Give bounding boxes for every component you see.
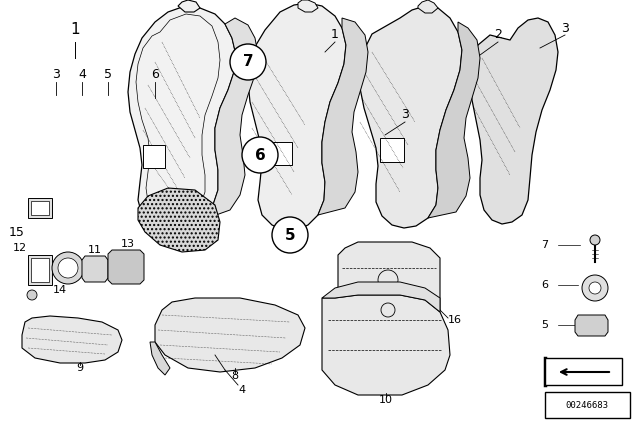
Circle shape	[230, 44, 266, 80]
Text: 3: 3	[561, 22, 569, 34]
Circle shape	[590, 235, 600, 245]
Polygon shape	[28, 255, 52, 285]
Circle shape	[589, 282, 601, 294]
Polygon shape	[545, 392, 630, 418]
Polygon shape	[268, 142, 292, 165]
Text: 8: 8	[232, 371, 239, 381]
Text: 10: 10	[379, 395, 393, 405]
Polygon shape	[338, 242, 440, 332]
Text: 5: 5	[285, 228, 295, 242]
Polygon shape	[318, 18, 368, 215]
Circle shape	[378, 270, 398, 290]
Polygon shape	[155, 298, 305, 372]
Polygon shape	[360, 6, 462, 228]
Polygon shape	[428, 22, 480, 218]
Polygon shape	[178, 0, 200, 12]
Circle shape	[27, 290, 37, 300]
Text: 5: 5	[104, 69, 112, 82]
Text: 11: 11	[88, 245, 102, 255]
Text: 3: 3	[52, 69, 60, 82]
Circle shape	[272, 217, 308, 253]
Polygon shape	[322, 295, 450, 395]
Circle shape	[52, 252, 84, 284]
Text: 5: 5	[541, 320, 548, 330]
Text: 6: 6	[541, 280, 548, 290]
Circle shape	[381, 303, 395, 317]
Polygon shape	[202, 18, 258, 220]
Text: 4: 4	[78, 69, 86, 82]
Polygon shape	[150, 342, 170, 375]
Text: 9: 9	[76, 363, 84, 373]
Text: 7: 7	[541, 240, 548, 250]
Circle shape	[582, 275, 608, 301]
Text: 3: 3	[401, 108, 409, 121]
Polygon shape	[575, 315, 608, 336]
Polygon shape	[136, 14, 220, 220]
Polygon shape	[138, 188, 220, 252]
Polygon shape	[28, 198, 52, 218]
Text: 6: 6	[151, 69, 159, 82]
Text: 7: 7	[243, 55, 253, 69]
Polygon shape	[108, 250, 144, 284]
Text: 13: 13	[121, 239, 135, 249]
Polygon shape	[31, 258, 49, 282]
Polygon shape	[418, 0, 438, 13]
Text: 16: 16	[448, 315, 462, 325]
Text: 15: 15	[9, 225, 25, 238]
Polygon shape	[31, 201, 49, 215]
Text: 14: 14	[53, 285, 67, 295]
Polygon shape	[545, 358, 622, 385]
Polygon shape	[298, 0, 318, 12]
Text: 1: 1	[70, 22, 80, 38]
Polygon shape	[470, 18, 558, 224]
Text: 12: 12	[13, 243, 27, 253]
Polygon shape	[380, 138, 404, 162]
Text: 4: 4	[239, 385, 246, 395]
Circle shape	[58, 258, 78, 278]
Polygon shape	[128, 6, 236, 232]
Polygon shape	[248, 3, 346, 230]
Text: 6: 6	[255, 147, 266, 163]
Polygon shape	[82, 256, 108, 282]
Polygon shape	[143, 145, 165, 168]
Polygon shape	[22, 316, 122, 363]
Text: 2: 2	[494, 29, 502, 42]
Text: 1: 1	[331, 29, 339, 42]
Polygon shape	[322, 282, 440, 312]
Text: 00246683: 00246683	[566, 401, 609, 409]
Circle shape	[242, 137, 278, 173]
